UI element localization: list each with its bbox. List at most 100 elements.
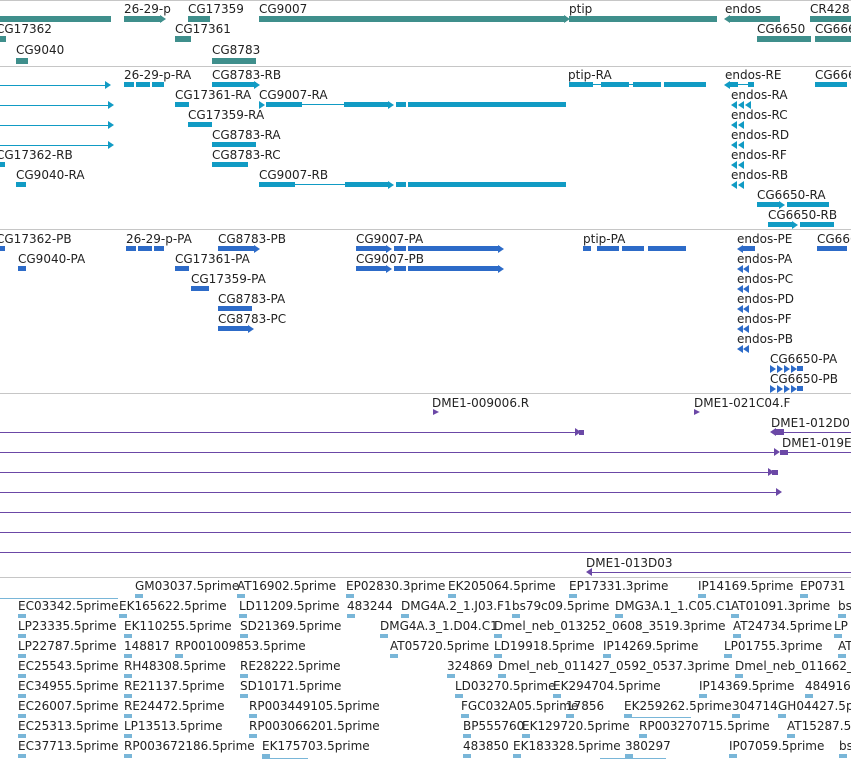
est-glyph[interactable]: [18, 714, 26, 718]
est-glyph[interactable]: [839, 754, 847, 758]
est-glyph[interactable]: [724, 654, 732, 658]
feature-glyph[interactable]: [622, 246, 644, 251]
est-glyph[interactable]: [249, 734, 257, 738]
est-glyph[interactable]: [494, 654, 502, 658]
est-glyph[interactable]: [124, 634, 132, 638]
feature-glyph[interactable]: [797, 366, 803, 371]
feature-glyph[interactable]: [266, 102, 302, 107]
est-glyph[interactable]: [778, 714, 786, 718]
feature-glyph[interactable]: [810, 16, 851, 22]
feature-glyph[interactable]: [396, 182, 406, 187]
est-glyph[interactable]: [237, 594, 245, 598]
est-glyph[interactable]: [124, 654, 132, 658]
est-glyph[interactable]: [463, 754, 471, 758]
est-glyph[interactable]: [240, 634, 248, 638]
feature-glyph[interactable]: [0, 246, 5, 251]
feature-glyph[interactable]: [212, 142, 256, 147]
est-glyph[interactable]: [347, 614, 355, 618]
feature-glyph[interactable]: [138, 246, 152, 251]
est-glyph[interactable]: [566, 714, 574, 718]
feature-glyph[interactable]: [800, 222, 834, 227]
feature-glyph[interactable]: [124, 16, 162, 22]
est-glyph[interactable]: [461, 714, 469, 718]
feature-glyph[interactable]: [188, 16, 210, 22]
est-glyph[interactable]: [124, 734, 132, 738]
est-glyph[interactable]: [18, 654, 26, 658]
feature-glyph[interactable]: [212, 58, 256, 64]
feature-glyph[interactable]: [188, 122, 212, 127]
est-glyph[interactable]: [800, 594, 808, 598]
feature-glyph[interactable]: [0, 162, 5, 167]
feature-glyph[interactable]: [579, 430, 584, 435]
feature-glyph[interactable]: [124, 82, 134, 87]
feature-glyph[interactable]: [583, 246, 591, 251]
est-glyph[interactable]: [18, 634, 26, 638]
est-glyph[interactable]: [639, 734, 647, 738]
est-glyph[interactable]: [731, 614, 739, 618]
feature-glyph[interactable]: [344, 102, 388, 107]
est-glyph[interactable]: [447, 674, 455, 678]
feature-glyph[interactable]: [16, 58, 28, 64]
feature-glyph[interactable]: [175, 102, 189, 107]
feature-glyph[interactable]: [601, 82, 629, 87]
feature-glyph[interactable]: [787, 202, 829, 207]
est-glyph[interactable]: [603, 654, 611, 658]
feature-glyph[interactable]: [218, 306, 252, 311]
est-glyph[interactable]: [513, 754, 521, 758]
est-glyph[interactable]: [262, 754, 270, 758]
feature-glyph[interactable]: [817, 246, 847, 251]
feature-glyph[interactable]: [152, 82, 164, 87]
est-glyph[interactable]: [455, 694, 463, 698]
est-glyph[interactable]: [838, 614, 846, 618]
feature-glyph[interactable]: [16, 182, 26, 187]
feature-glyph[interactable]: [776, 429, 784, 435]
est-glyph[interactable]: [699, 694, 707, 698]
feature-glyph[interactable]: [345, 182, 389, 187]
feature-glyph[interactable]: [408, 102, 566, 107]
est-glyph[interactable]: [380, 634, 388, 638]
est-glyph[interactable]: [569, 594, 577, 598]
feature-glyph[interactable]: [780, 450, 788, 455]
feature-glyph[interactable]: [394, 246, 406, 251]
feature-glyph[interactable]: [815, 82, 847, 87]
feature-glyph[interactable]: [743, 246, 755, 251]
est-glyph[interactable]: [135, 594, 143, 598]
feature-glyph[interactable]: [633, 82, 661, 87]
est-glyph[interactable]: [624, 714, 632, 718]
feature-glyph[interactable]: [730, 82, 738, 87]
feature-glyph[interactable]: [126, 246, 136, 251]
est-glyph[interactable]: [175, 654, 183, 658]
est-glyph[interactable]: [512, 614, 520, 618]
est-glyph[interactable]: [240, 694, 248, 698]
feature-glyph[interactable]: [815, 36, 851, 42]
feature-glyph[interactable]: [175, 36, 191, 42]
feature-glyph[interactable]: [356, 246, 386, 251]
est-glyph[interactable]: [240, 674, 248, 678]
est-glyph[interactable]: [732, 714, 740, 718]
est-glyph[interactable]: [553, 694, 561, 698]
est-glyph[interactable]: [494, 634, 502, 638]
feature-glyph[interactable]: [597, 246, 619, 251]
est-glyph[interactable]: [698, 594, 706, 598]
est-glyph[interactable]: [498, 674, 506, 678]
feature-glyph[interactable]: [218, 246, 254, 251]
est-glyph[interactable]: [834, 634, 842, 638]
est-glyph[interactable]: [805, 694, 813, 698]
feature-glyph[interactable]: [136, 82, 150, 87]
est-glyph[interactable]: [522, 734, 530, 738]
est-glyph[interactable]: [390, 654, 398, 658]
feature-glyph[interactable]: [569, 16, 717, 22]
feature-glyph[interactable]: [356, 266, 386, 271]
est-glyph[interactable]: [249, 714, 257, 718]
est-glyph[interactable]: [448, 594, 456, 598]
est-glyph[interactable]: [124, 674, 132, 678]
feature-glyph[interactable]: [191, 286, 209, 291]
feature-glyph[interactable]: [259, 16, 566, 22]
est-glyph[interactable]: [18, 694, 26, 698]
est-glyph[interactable]: [18, 674, 26, 678]
est-glyph[interactable]: [729, 754, 737, 758]
feature-glyph[interactable]: [154, 246, 164, 251]
feature-glyph[interactable]: [748, 82, 754, 87]
feature-glyph[interactable]: [394, 266, 406, 271]
